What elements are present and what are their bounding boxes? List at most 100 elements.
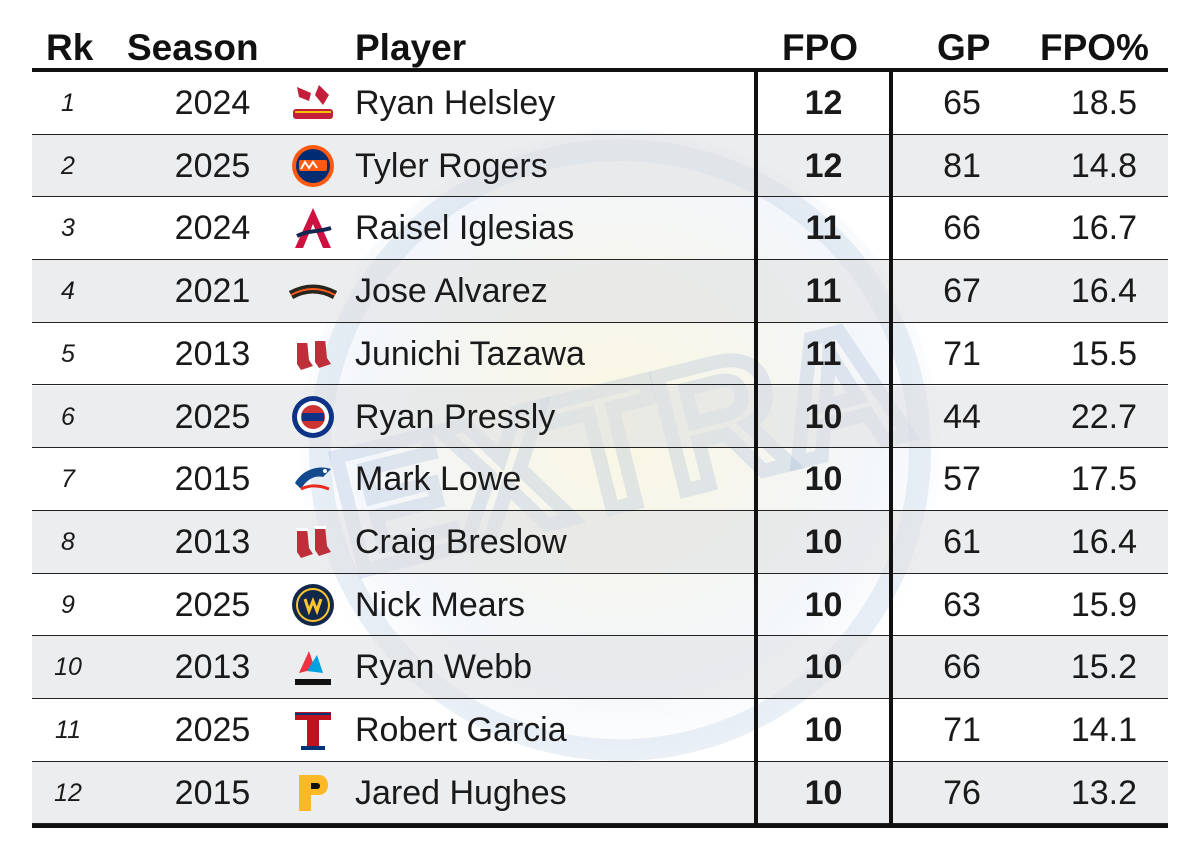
gp-cell: 71 [943,711,981,749]
season-cell: 2015 [174,773,251,812]
player-cell: Robert Garcia [355,711,567,749]
season-cell: 2013 [174,334,251,373]
gp-cell: 81 [943,146,981,185]
red-sox-logo [287,511,339,573]
table-row: 12 2015 Jared Hughes 10 76 13.2 [32,761,1168,825]
braves-logo [287,197,339,259]
player-cell: Tyler Rogers [355,146,548,185]
rank-cell: 2 [61,151,75,180]
gp-cell: 61 [943,522,981,561]
gp-cell: 66 [943,209,981,248]
table-row: 6 2025 Ryan Pressly 10 44 22.7 [32,385,1168,449]
blue-jays-logo [287,448,339,510]
header-season: Season [127,27,259,68]
marlins-logo [287,636,339,698]
cubs-logo [287,386,339,448]
player-cell: Ryan Helsley [355,84,556,122]
fpo-cell: 11 [805,209,842,248]
row-divider [32,635,1168,637]
table-row: 9 2025 Nick Mears 10 63 15.9 [32,574,1168,637]
row-divider [32,447,1168,449]
season-cell: 2021 [174,272,251,311]
player-cell: Raisel Iglesias [355,209,575,248]
table-header: Rk Season Player FPO GP FPO% [32,0,1168,72]
brewers-logo [287,574,339,636]
rank-cell: 6 [61,402,75,431]
row-divider [32,572,1168,574]
fpo-cell: 10 [804,585,843,624]
rangers-logo [287,699,339,761]
player-cell: Ryan Webb [355,648,533,687]
fpo-column-right-border [889,72,893,826]
rank-cell: 1 [61,89,75,117]
table-row: 11 2025 Robert Garcia 10 71 14.1 [32,699,1168,762]
rank-cell: 11 [55,716,81,744]
header-gp: GP [937,27,991,68]
rank-cell: 3 [61,214,75,243]
fpo-cell: 10 [804,397,843,436]
row-divider [32,259,1168,261]
fpo-pct-cell: 14.8 [1070,146,1137,185]
row-divider [32,321,1168,323]
rank-cell: 8 [61,527,75,556]
season-cell: 2015 [174,460,251,499]
header-rule [32,68,1168,72]
season-cell: 2024 [174,84,251,122]
fpo-pct-cell: 16.4 [1070,272,1137,311]
header-rk: Rk [46,27,94,68]
player-cell: Ryan Pressly [355,397,556,436]
season-cell: 2025 [174,711,251,749]
gp-cell: 67 [943,272,981,311]
fpo-pct-cell: 14.1 [1070,711,1137,749]
fpo-pct-cell: 16.4 [1070,522,1137,561]
table-row: 2 2025 Tyler Rogers 12 81 14.8 [32,134,1168,198]
season-cell: 2025 [174,585,251,624]
row-divider [32,760,1168,762]
fpo-pct-cell: 13.2 [1070,773,1137,812]
rank-cell: 10 [54,653,82,682]
player-cell: Mark Lowe [355,460,522,499]
red-sox-logo [287,323,339,385]
header-player: Player [355,27,467,68]
fpo-pct-cell: 17.5 [1070,460,1137,499]
fpo-cell: 12 [804,84,843,122]
gp-cell: 66 [943,648,981,687]
gp-cell: 57 [943,460,981,499]
rank-cell: 5 [61,339,75,368]
row-divider [32,196,1168,198]
table-row: 3 2024 Raisel Iglesias 11 66 16.7 [32,197,1168,261]
fpo-column-left-border [754,72,758,826]
gp-cell: 65 [943,84,981,122]
rank-cell: 9 [61,590,75,619]
gp-cell: 71 [943,334,981,373]
gp-cell: 44 [943,397,981,436]
season-cell: 2025 [174,397,251,436]
header-fpo: FPO [782,27,859,68]
fpo-cell: 10 [804,711,843,749]
table-row: 8 2013 Craig Breslow 10 61 16.4 [32,510,1168,574]
cardinals-logo [287,72,339,134]
row-divider [32,133,1168,135]
row-divider [32,384,1168,386]
mets-logo [287,135,339,197]
header-fpo-pct: FPO% [1040,27,1149,68]
fpo-cell: 11 [805,334,842,373]
player-cell: Jared Hughes [355,773,567,812]
gp-cell: 76 [943,773,981,812]
leaderboard-table: Rk Season Player FPO GP FPO% 1 2024 Ryan H… [32,0,1168,828]
table-row: 1 2024 Ryan Helsley 12 65 18.5 [32,72,1168,135]
bottom-rule [32,824,1168,828]
pirates-logo [287,762,339,824]
rank-cell: 12 [54,778,82,807]
player-cell: Craig Breslow [355,522,567,561]
player-cell: Nick Mears [355,585,526,624]
fpo-pct-cell: 22.7 [1070,397,1137,436]
table-row: 4 2021 Jose Alvarez 11 67 16.4 [32,260,1168,323]
table-row: 7 2015 Mark Lowe 10 57 17.5 [32,448,1168,511]
fpo-pct-cell: 15.2 [1070,648,1137,687]
rank-cell: 4 [61,277,75,306]
gp-cell: 63 [943,585,981,624]
fpo-cell: 11 [805,272,842,311]
season-cell: 2024 [174,209,251,248]
fpo-pct-cell: 16.7 [1070,209,1137,248]
